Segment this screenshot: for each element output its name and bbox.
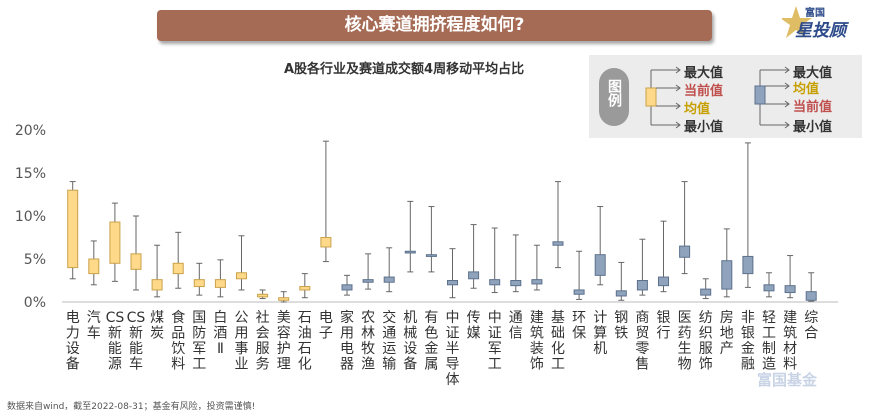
box-汽车 [88, 258, 100, 275]
y-tick-label: 15% [15, 166, 46, 182]
category-label: 商贸零售 [635, 310, 649, 373]
box-银行 [658, 276, 669, 287]
box-非银金融 [742, 255, 754, 275]
legend-current-label: 当前值 [684, 84, 724, 99]
box-计算机 [594, 254, 606, 276]
box-食品饮料 [172, 262, 184, 275]
box-CS新能车 [130, 253, 142, 270]
category-label: 机械设备 [403, 310, 417, 373]
category-label: 计算机 [593, 310, 607, 357]
box-电力设备 [67, 189, 79, 269]
legend-max-label-2: 最大值 [793, 66, 833, 81]
brand-name: 星投顾 [795, 21, 846, 41]
box-综合 [805, 291, 817, 301]
box-建筑装饰 [531, 279, 543, 285]
category-label: 纺织服饰 [699, 310, 713, 373]
category-label: 银行 [657, 310, 671, 342]
legend-max-label: 最大值 [684, 66, 724, 81]
category-label: 电力设备 [66, 310, 80, 373]
box-白酒Ⅱ [214, 279, 226, 288]
box-纺织服饰 [700, 288, 712, 296]
y-tick-label: 5% [24, 252, 46, 268]
chart-banner-title: 核心赛道拥挤程度如何? [157, 10, 712, 41]
box-石油石化 [299, 286, 311, 291]
y-tick-label: 20% [15, 123, 46, 139]
category-label: 非银金融 [741, 310, 755, 373]
box-国防军工 [193, 279, 205, 288]
category-label: 白酒 Ⅱ [213, 310, 227, 357]
category-label: 石油石化 [298, 310, 312, 373]
legend-current-label-2: 当前值 [793, 100, 833, 115]
category-label: 钢铁 [614, 310, 628, 342]
legend-min-label: 最小值 [684, 120, 724, 135]
category-label: 中证军工 [488, 310, 502, 373]
box-环保 [573, 289, 585, 295]
box-传媒 [468, 271, 480, 280]
box-基础化工 [552, 241, 564, 246]
box-公用事业 [236, 272, 247, 280]
box-电子 [320, 237, 332, 248]
category-label: 美容护理 [277, 310, 291, 373]
box-医药生物 [679, 245, 691, 258]
category-label: 通信 [509, 310, 523, 342]
category-label: 医药生物 [678, 310, 692, 373]
watermark: 富国基金 [757, 371, 818, 389]
box-钢铁 [615, 290, 627, 297]
category-label: 家用电器 [340, 309, 354, 373]
category-label: 社会服务 [256, 310, 270, 373]
category-label: 煤炭 [150, 310, 164, 342]
box-美容护理 [278, 297, 290, 301]
brand-top-text: 富国 [805, 8, 825, 19]
legend-avg-label: 均值 [684, 102, 711, 117]
y-tick-label: 0% [24, 295, 46, 311]
legend-avg-label-2: 均值 [793, 82, 820, 97]
box-煤炭 [151, 279, 163, 291]
box-房地产 [721, 260, 733, 290]
category-label: 传媒 [467, 310, 481, 342]
category-label: CS 新能源 [106, 310, 125, 373]
category-label: 国防军工 [192, 310, 206, 373]
category-label: 建筑装饰 [530, 310, 544, 373]
box-商贸零售 [636, 280, 648, 291]
category-label: 综合 [804, 310, 818, 342]
category-label: 轻工制造 [762, 310, 776, 373]
category-label: 农林牧渔 [361, 310, 375, 373]
box-CS新能源 [109, 221, 121, 264]
category-label: 环保 [572, 310, 586, 342]
category-label: 建筑材料 [783, 310, 797, 373]
category-label: 电子 [319, 310, 333, 342]
y-tick-label: 10% [15, 209, 46, 225]
legend-tag: 图例 [599, 68, 629, 126]
box-通信 [510, 280, 522, 287]
category-label: 汽车 [87, 310, 101, 342]
legend-tag-text: 图例 [606, 79, 622, 107]
category-label: 交通运输 [382, 309, 396, 373]
box-中证军工 [489, 279, 501, 286]
box-中证半导体 [447, 280, 458, 286]
box-交通运输 [383, 276, 395, 283]
box-轻工制造 [763, 284, 775, 292]
chart-title: A股各行业及赛道成交额4周移动平均占比 [284, 62, 525, 77]
category-label: 房地产 [720, 310, 734, 357]
source-footnote: 数据来自wind，截至2022-08-31；基金有风险，投资需谨慎! [7, 402, 256, 412]
legend-min-label-2: 最小值 [793, 120, 833, 135]
box-建筑材料 [784, 285, 796, 294]
category-label: 公用事业 [235, 310, 249, 373]
box-农林牧渔 [362, 279, 374, 283]
category-label: 食品饮料 [171, 309, 185, 373]
box-机械设备 [404, 250, 416, 254]
category-label: CS 新能车 [127, 310, 146, 373]
box-有色金属 [425, 254, 437, 257]
category-label: 基础化工 [551, 309, 565, 373]
category-label: 有色金属 [424, 310, 438, 373]
star-icon [782, 6, 812, 38]
legend-panel [589, 55, 862, 138]
box-社会服务 [257, 293, 269, 298]
category-label: 中证半导体 [446, 310, 460, 388]
box-家用电器 [341, 284, 353, 291]
